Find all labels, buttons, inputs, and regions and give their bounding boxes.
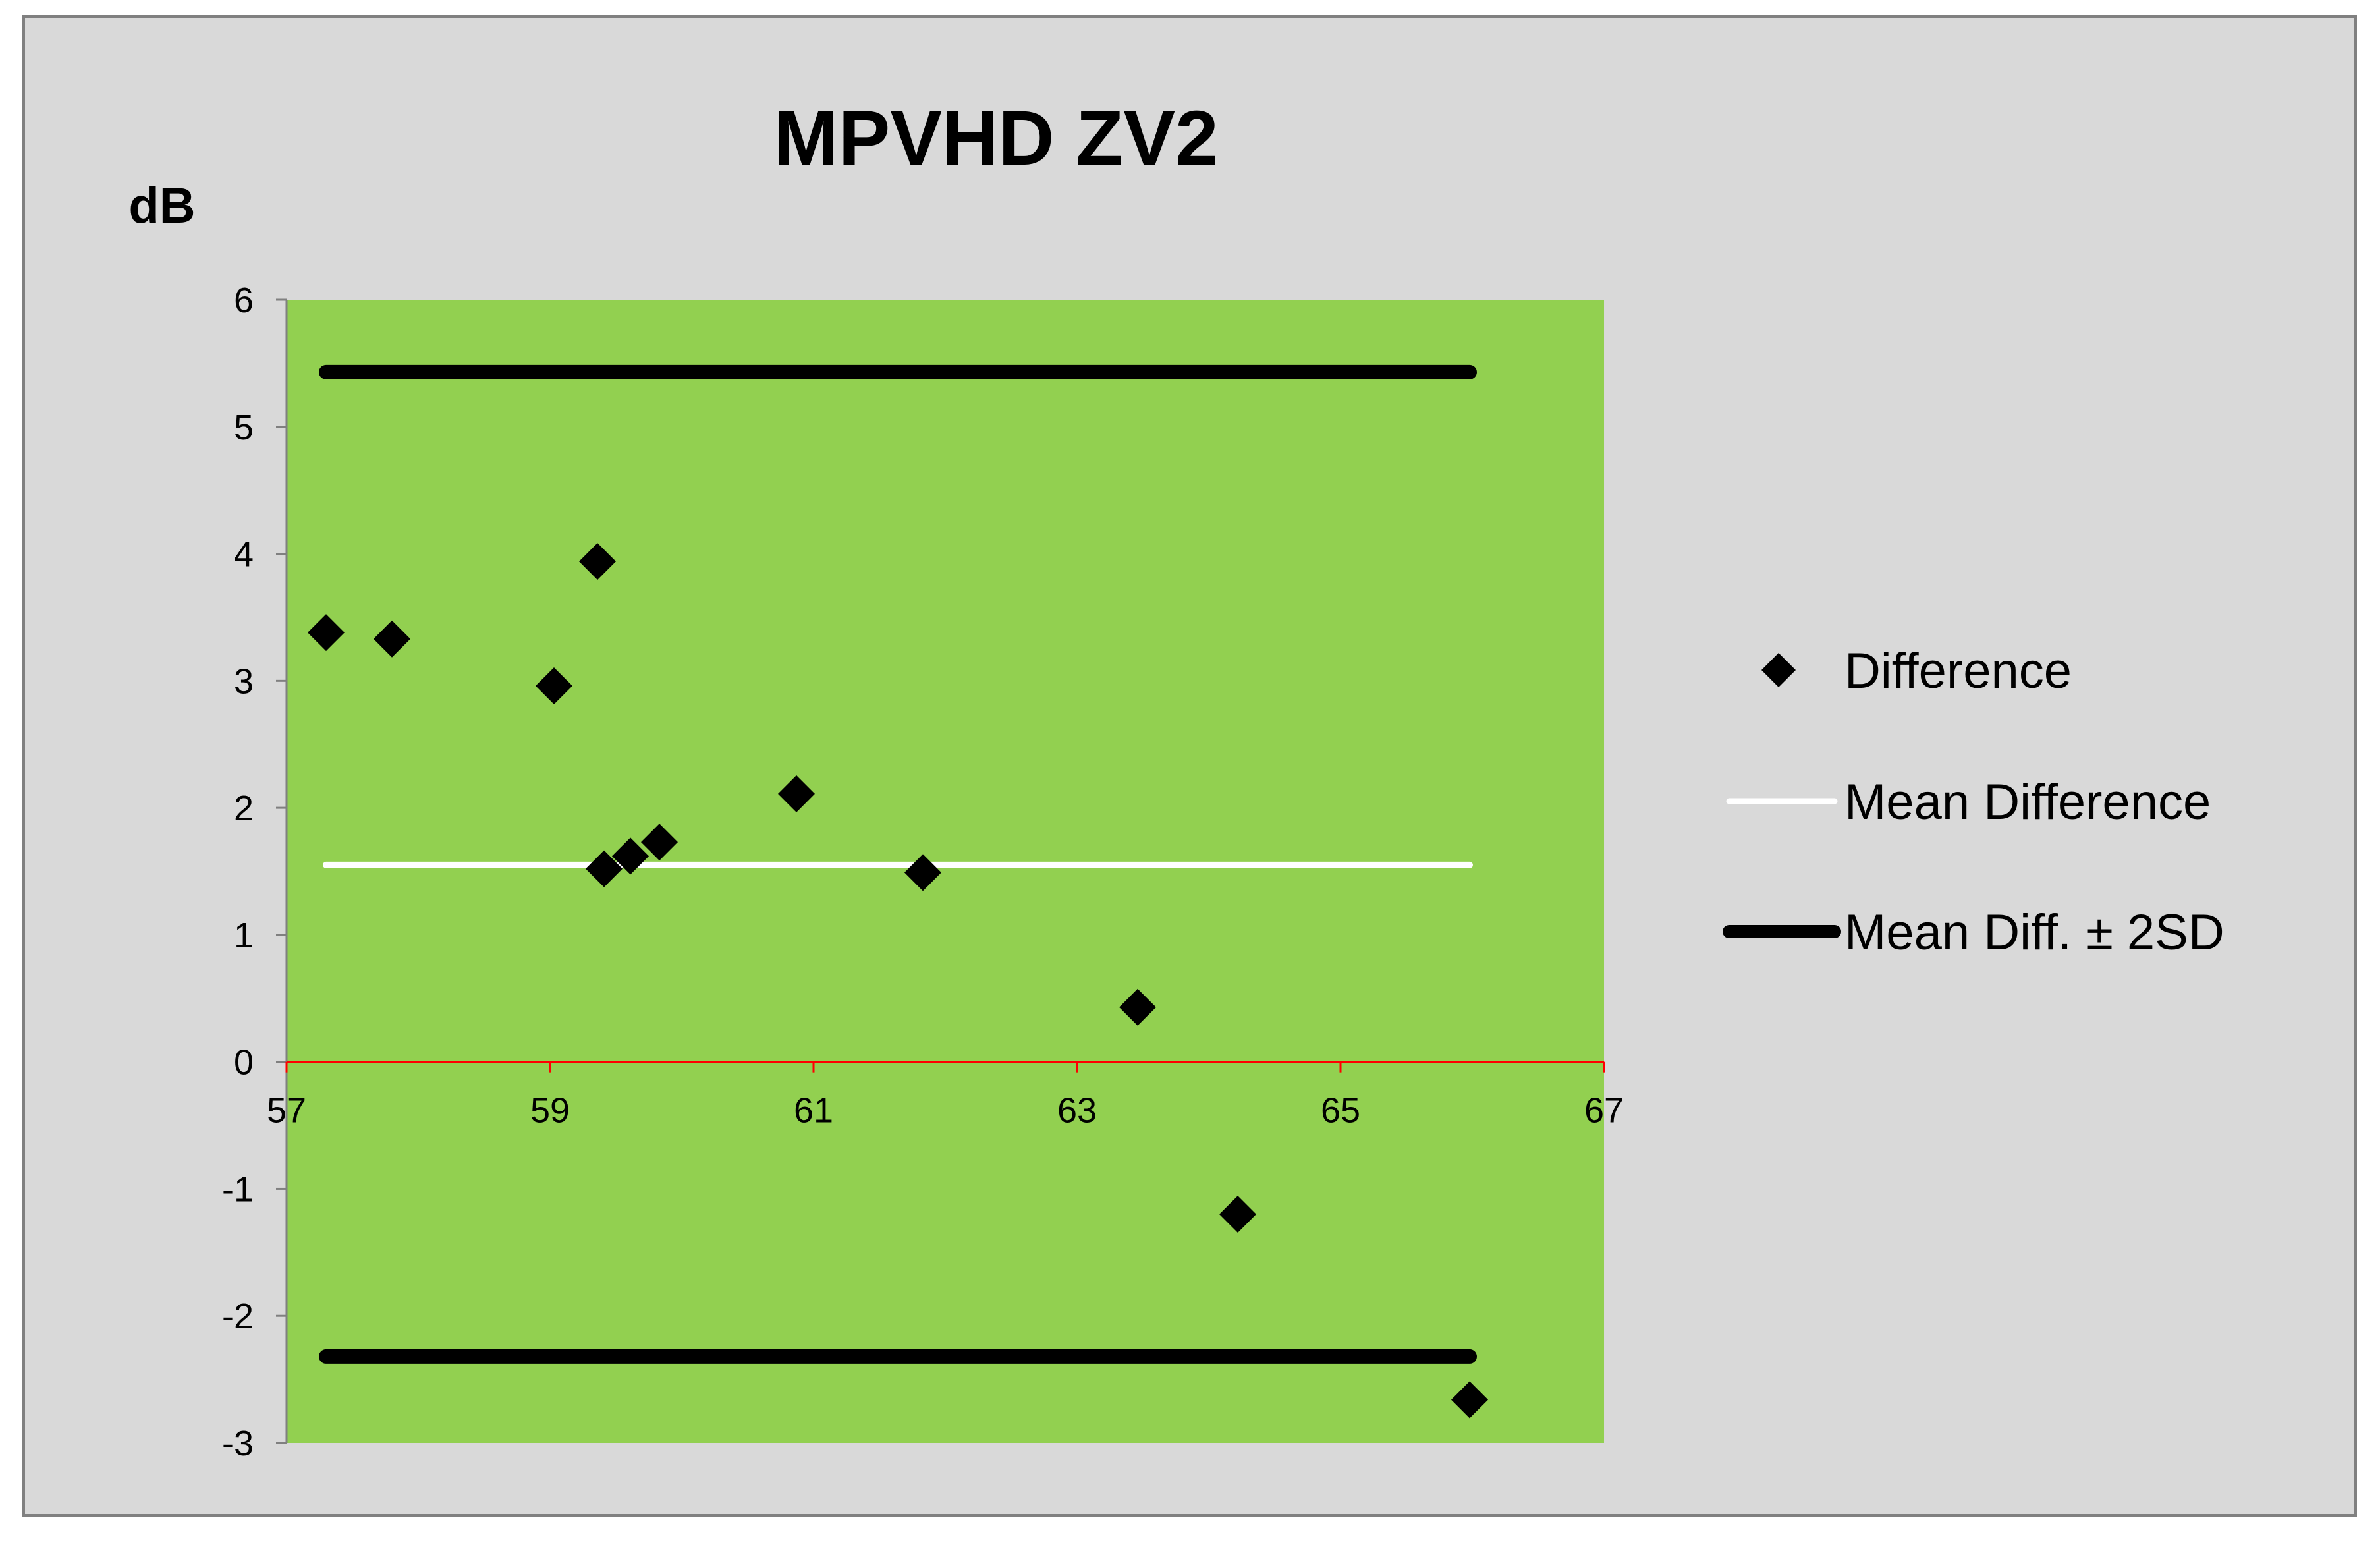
data-point — [586, 850, 623, 887]
data-point — [536, 667, 572, 705]
plot-area — [287, 300, 1604, 1443]
y-tick-label: -3 — [222, 1424, 254, 1463]
data-point — [641, 824, 678, 861]
x-tick-label: 67 — [1584, 1091, 1624, 1131]
data-point — [1119, 988, 1156, 1026]
y-tick-label: -2 — [222, 1297, 254, 1336]
y-tick-label: 1 — [234, 916, 254, 955]
data-point — [1451, 1381, 1488, 1419]
legend-label: Difference — [1844, 643, 2072, 699]
legend-item: Difference — [1761, 643, 2072, 699]
legend-item: Mean Difference — [1726, 774, 2211, 830]
legend-label: Mean Difference — [1844, 774, 2211, 830]
y-tick-label: 0 — [234, 1043, 254, 1082]
difference-points — [308, 543, 1488, 1419]
data-point — [308, 614, 345, 652]
legend-item: Mean Diff. ± 2SD — [1723, 905, 2225, 961]
data-point — [612, 837, 649, 875]
y-axis-ticks: 6 5 4 3 2 1 0 -1 -2 -3 — [222, 281, 288, 1463]
y-tick-label: 5 — [234, 408, 254, 447]
y-tick-label: 3 — [234, 661, 254, 701]
x-tick-label: 61 — [794, 1091, 833, 1131]
legend: Difference Mean Difference Mean Diff. ± 2S… — [1723, 643, 2225, 961]
x-tick-label: 65 — [1321, 1091, 1360, 1131]
x-axis-ticks: 57 59 61 63 65 67 — [267, 1061, 1624, 1131]
chart-title: MPVHD ZV2 — [773, 95, 1218, 182]
data-point — [778, 775, 815, 812]
y-tick-label: -1 — [222, 1169, 254, 1209]
x-tick-label: 59 — [530, 1091, 570, 1131]
x-tick-label: 63 — [1057, 1091, 1097, 1131]
data-point — [579, 543, 616, 580]
x-tick-label: 57 — [267, 1091, 306, 1131]
y-tick-label: 2 — [234, 789, 254, 828]
data-point — [1219, 1196, 1256, 1233]
data-point — [374, 620, 410, 658]
y-tick-label: 6 — [234, 281, 254, 320]
data-point — [904, 854, 941, 891]
legend-marker — [1761, 653, 1796, 687]
y-axis-label: dB — [128, 178, 195, 234]
series-lines — [319, 364, 1477, 1364]
y-tick-label: 4 — [234, 535, 254, 575]
legend-label: Mean Diff. ± 2SD — [1844, 905, 2225, 961]
